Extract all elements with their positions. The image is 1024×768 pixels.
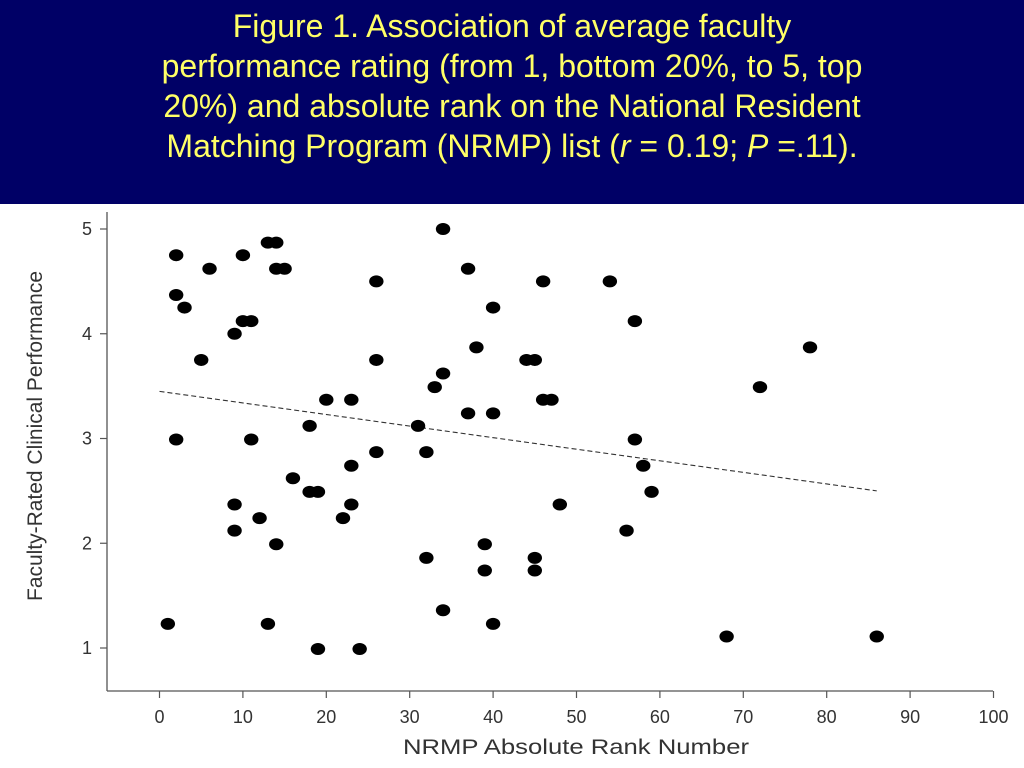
data-point xyxy=(335,512,351,525)
data-point xyxy=(535,275,551,288)
scatter-chart: 0 10 20 30 40 50 60 70 80 90 100 1 2 3 4 5 NRMP Absolut… xyxy=(24,212,1009,759)
data-point xyxy=(310,485,326,498)
data-point xyxy=(552,498,568,511)
y-tick-label: 2 xyxy=(82,533,92,553)
data-point xyxy=(427,381,442,394)
data-point xyxy=(719,630,734,643)
data-point xyxy=(344,459,359,472)
data-point xyxy=(302,419,317,432)
data-point xyxy=(435,367,451,380)
data-point xyxy=(252,512,267,525)
data-point xyxy=(202,262,217,275)
data-point xyxy=(168,288,184,301)
data-point xyxy=(244,433,259,446)
data-point xyxy=(160,617,176,630)
title-line-1: Figure 1. Association of average faculty xyxy=(232,8,792,44)
data-point xyxy=(177,301,192,314)
x-tick-label: 100 xyxy=(978,707,1008,727)
y-tick-label: 3 xyxy=(82,429,92,449)
p-variable: P xyxy=(747,128,769,164)
x-tick-label: 10 xyxy=(233,707,253,727)
x-tick-label: 80 xyxy=(817,707,837,727)
x-tick-label: 90 xyxy=(900,707,920,727)
data-point xyxy=(435,604,451,617)
trendline-layer xyxy=(159,390,877,492)
title-line-3: 20%) and absolute rank on the National R… xyxy=(163,88,861,124)
data-point xyxy=(435,223,451,235)
data-point xyxy=(460,262,476,275)
x-tick-label: 0 xyxy=(154,707,164,727)
data-point xyxy=(419,446,434,459)
data-point xyxy=(527,353,542,366)
data-point xyxy=(227,327,242,340)
x-tick-label: 30 xyxy=(400,707,420,727)
x-tick-label: 40 xyxy=(483,707,503,727)
data-point xyxy=(477,538,492,551)
data-point xyxy=(636,459,651,472)
data-point xyxy=(627,315,643,328)
data-point xyxy=(469,341,484,354)
data-point xyxy=(310,643,326,656)
title-line-2: performance rating (from 1, bottom 20%, … xyxy=(161,48,863,84)
data-point xyxy=(352,643,367,656)
data-point xyxy=(277,262,292,275)
slide-title: Figure 1. Association of average faculty… xyxy=(0,6,1024,202)
data-point xyxy=(460,407,476,420)
x-tick-label: 50 xyxy=(566,707,586,727)
y-tick-label: 4 xyxy=(82,324,92,344)
title-line-4-prefix: Matching Program (NRMP) list ( xyxy=(166,128,620,164)
data-point xyxy=(244,315,259,328)
title-line-4: Matching Program (NRMP) list (r = 0.19; … xyxy=(0,126,1024,166)
data-point xyxy=(369,446,384,459)
data-point xyxy=(168,433,184,446)
p-value: =.11). xyxy=(768,128,858,164)
data-point xyxy=(485,407,501,420)
data-point xyxy=(802,341,818,354)
data-point xyxy=(752,381,768,394)
data-point xyxy=(619,524,634,537)
data-point xyxy=(410,419,426,432)
data-point xyxy=(419,551,434,564)
data-point xyxy=(269,538,284,551)
y-axis-label: Faculty-Rated Clinical Performance xyxy=(24,271,47,601)
data-point xyxy=(527,551,542,564)
axes: 0 10 20 30 40 50 60 70 80 90 100 1 2 3 4 5 xyxy=(82,212,1009,727)
data-point xyxy=(627,433,643,446)
data-point xyxy=(260,617,276,630)
figure-panel: 0 10 20 30 40 50 60 70 80 90 100 1 2 3 4 5 NRMP Absolut… xyxy=(0,204,1024,768)
data-point xyxy=(527,564,542,577)
data-point xyxy=(319,393,334,406)
r-variable: r xyxy=(619,128,631,164)
data-point xyxy=(344,393,359,406)
data-points xyxy=(160,223,884,656)
data-point xyxy=(485,617,501,630)
data-point xyxy=(477,564,492,577)
data-point xyxy=(194,353,209,366)
data-point xyxy=(869,630,884,643)
data-point xyxy=(344,498,359,511)
trendline xyxy=(159,390,877,492)
data-point xyxy=(227,524,242,537)
x-tick-label: 60 xyxy=(650,707,670,727)
y-tick-label: 5 xyxy=(82,219,92,239)
data-point xyxy=(369,353,384,366)
data-point xyxy=(544,393,559,406)
r-value: = 0.19; xyxy=(630,128,747,164)
data-point xyxy=(602,275,618,288)
data-point xyxy=(485,301,501,314)
x-tick-label: 70 xyxy=(733,707,753,727)
data-point xyxy=(285,472,301,485)
data-point xyxy=(227,498,242,511)
data-point xyxy=(168,249,184,262)
data-point xyxy=(235,249,251,262)
x-axis-label: NRMP Absolute Rank Number xyxy=(403,736,749,759)
x-tick-label: 20 xyxy=(316,707,336,727)
data-point xyxy=(644,485,659,498)
y-tick-label: 1 xyxy=(82,638,92,658)
data-point xyxy=(369,275,384,288)
data-point xyxy=(269,236,284,249)
